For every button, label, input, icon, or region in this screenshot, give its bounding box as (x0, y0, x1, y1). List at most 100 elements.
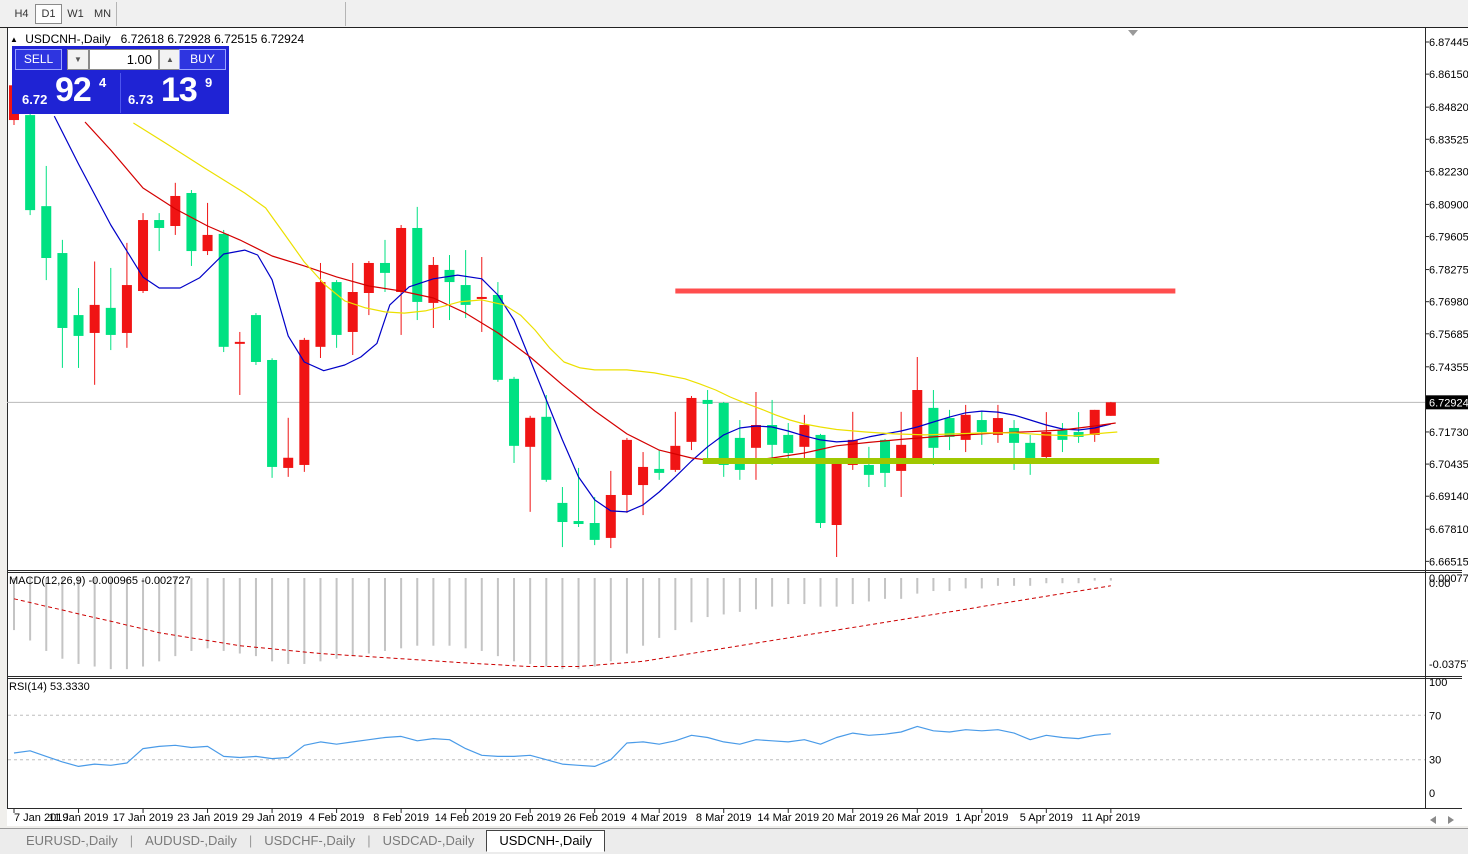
candle-body[interactable] (1009, 427, 1020, 443)
macd-signal-line (13, 585, 1111, 667)
timeframe-tab-d1[interactable]: D1 (35, 4, 62, 24)
candle-body[interactable] (379, 262, 390, 273)
candle-body[interactable] (654, 468, 665, 473)
chart-pane-area[interactable]: 6.87445 6.86150 6.84820 6.83525 6.82230 6.809… (0, 28, 1468, 828)
candle-body[interactable] (525, 417, 536, 447)
candle-body[interactable] (331, 282, 342, 335)
macd-histogram-bar (125, 578, 128, 670)
candle-body[interactable] (734, 437, 745, 470)
rsi-axis-label: 30 (1429, 755, 1441, 767)
candle-body[interactable] (396, 227, 407, 292)
candle-body[interactable] (992, 418, 1003, 435)
candle-body[interactable] (154, 220, 165, 228)
macd-histogram-bar (29, 578, 32, 641)
candle-body[interactable] (976, 420, 987, 432)
candle-body[interactable] (605, 494, 616, 538)
sell-button[interactable]: SELL (15, 49, 62, 70)
candle-body[interactable] (557, 502, 568, 523)
candle-body[interactable] (880, 439, 891, 473)
candle-body[interactable] (750, 425, 761, 448)
symbol-tab-bar: EURUSD-,Daily | AUDUSD-,Daily | USDCHF-,Dail… (0, 828, 1468, 854)
candle-body[interactable] (944, 418, 955, 437)
volume-increase-button[interactable]: ▲ (159, 49, 181, 70)
candle-body[interactable] (41, 206, 52, 259)
candle-body[interactable] (686, 397, 697, 442)
symbol-tab-audusddaily[interactable]: AUDUSD-,Daily (145, 833, 237, 848)
candle-body[interactable] (363, 262, 374, 293)
candle-body[interactable] (1041, 431, 1052, 458)
candle-body[interactable] (186, 192, 197, 252)
candle-body[interactable] (815, 434, 826, 524)
candle-body[interactable] (460, 285, 471, 305)
symbol-tab-usdcaddaily[interactable]: USDCAD-,Daily (382, 833, 475, 848)
candle-body[interactable] (896, 444, 907, 471)
timeframe-toolbar: H4 D1 W1 MN (0, 0, 1468, 28)
candle-body[interactable] (621, 439, 632, 495)
candle-body[interactable] (25, 115, 36, 211)
buy-price-quote[interactable]: 6.73 13 9 (120, 71, 226, 113)
candle-body[interactable] (170, 195, 181, 226)
candle-body[interactable] (89, 304, 100, 333)
scroll-right-icon[interactable] (1448, 816, 1454, 824)
candle-body[interactable] (138, 220, 149, 292)
candle-body[interactable] (783, 434, 794, 454)
macd-histogram-bar (754, 578, 757, 610)
price-chart-canvas[interactable]: 6.87445 6.86150 6.84820 6.83525 6.82230 6.809… (0, 28, 1468, 828)
candle-body[interactable] (315, 282, 326, 347)
macd-histogram-bar (1077, 578, 1080, 584)
symbol-tab-usdcnhdaily[interactable]: USDCNH-,Daily (486, 830, 605, 852)
macd-histogram-bar (642, 578, 645, 646)
candle-body[interactable] (912, 390, 923, 460)
candle-body[interactable] (57, 253, 68, 328)
candle-body[interactable] (638, 466, 649, 486)
candle-body[interactable] (863, 464, 874, 475)
timeframe-tab-w1[interactable]: W1 (67, 8, 84, 20)
candle-body[interactable] (509, 378, 520, 446)
candle-body[interactable] (412, 227, 423, 302)
candle-body[interactable] (299, 339, 310, 465)
candle-body[interactable] (476, 296, 487, 299)
candle-body[interactable] (1025, 442, 1036, 460)
candle-body[interactable] (541, 416, 552, 480)
candle-body[interactable] (218, 233, 229, 347)
candle-body[interactable] (718, 402, 729, 465)
candle-body[interactable] (847, 439, 858, 465)
scroll-left-icon[interactable] (1430, 816, 1436, 824)
candle-body[interactable] (202, 234, 213, 252)
date-axis-label: 26 Mar 2019 (886, 812, 948, 824)
volume-decrease-button[interactable]: ▼ (67, 49, 89, 70)
candle-body[interactable] (960, 414, 971, 440)
timeframe-tab-mn[interactable]: MN (93, 8, 112, 20)
timeframe-tab-h4[interactable]: H4 (14, 8, 29, 20)
candle-body[interactable] (347, 292, 358, 332)
candle-body[interactable] (1089, 409, 1100, 435)
candle-body[interactable] (73, 315, 84, 336)
macd-histogram-bar (496, 578, 499, 657)
candle-body[interactable] (283, 457, 294, 468)
buy-button[interactable]: BUY (179, 49, 226, 70)
symbol-tab-usdchfdaily[interactable]: USDCHF-,Daily (264, 833, 356, 848)
candle-body[interactable] (121, 285, 132, 333)
candle-body[interactable] (1073, 431, 1084, 437)
candle-body[interactable] (670, 445, 681, 470)
symbol-tab-eurusddaily[interactable]: EURUSD-,Daily (26, 833, 118, 848)
candle-body[interactable] (573, 521, 584, 525)
candle-body[interactable] (928, 407, 939, 448)
sell-price-quote[interactable]: 6.72 92 4 (15, 71, 120, 113)
candle-body[interactable] (105, 307, 116, 335)
symbol-tab-separator: | (248, 833, 253, 848)
macd-histogram-bar (190, 578, 193, 651)
volume-input[interactable]: 1.00 (89, 49, 159, 70)
candle-body[interactable] (267, 359, 278, 467)
candle-body[interactable] (767, 425, 778, 445)
candle-body[interactable] (250, 315, 261, 362)
candle-body[interactable] (428, 264, 439, 303)
date-axis-label: 8 Feb 2019 (373, 812, 429, 824)
candle-body[interactable] (589, 523, 600, 540)
collapse-icon[interactable]: ▲ (10, 35, 18, 44)
candle-body[interactable] (831, 461, 842, 526)
candle-body[interactable] (492, 294, 503, 380)
candle-body[interactable] (702, 399, 713, 404)
candle-body[interactable] (1105, 402, 1116, 416)
candle-body[interactable] (234, 341, 245, 344)
